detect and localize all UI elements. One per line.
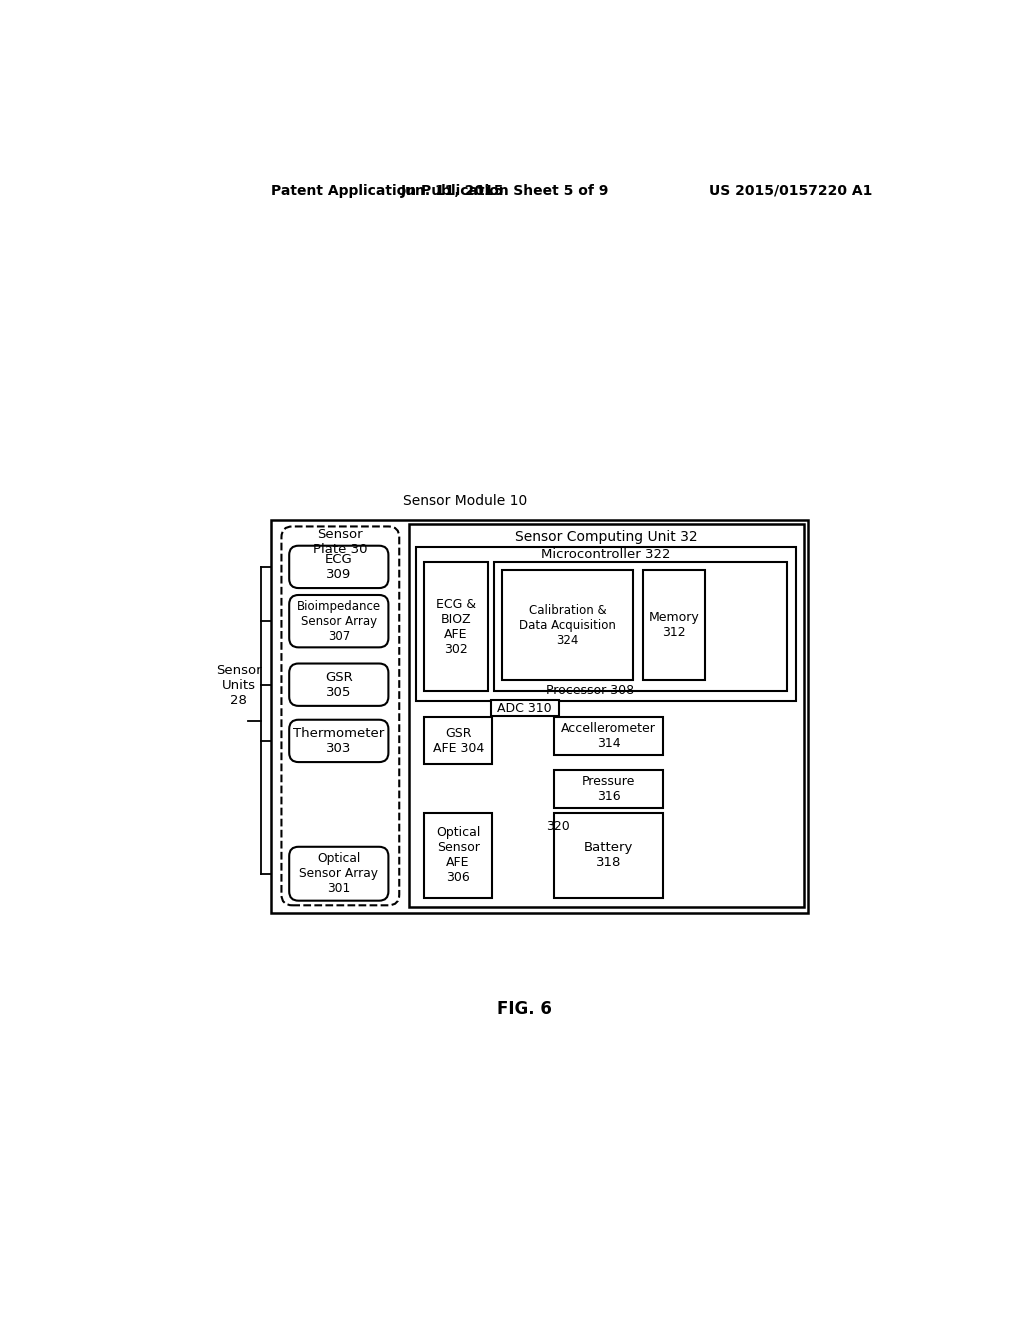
Bar (554, 717, 663, 755)
Text: 320: 320 (547, 820, 570, 833)
Text: Pressure
316: Pressure 316 (582, 775, 635, 803)
Bar (417, 548, 796, 701)
FancyBboxPatch shape (289, 545, 388, 589)
FancyBboxPatch shape (282, 527, 399, 906)
Text: Sensor Computing Unit 32: Sensor Computing Unit 32 (515, 531, 697, 544)
FancyBboxPatch shape (289, 595, 388, 647)
Bar (494, 562, 786, 692)
Bar (554, 813, 663, 898)
Text: Sensor Module 10: Sensor Module 10 (403, 494, 527, 508)
Text: Accellerometer
314: Accellerometer 314 (561, 722, 656, 750)
Text: Microcontroller 322: Microcontroller 322 (542, 548, 671, 561)
Text: Battery
318: Battery 318 (584, 841, 633, 870)
Bar (424, 562, 487, 692)
Text: Sensor
Units
28: Sensor Units 28 (216, 664, 262, 708)
Text: US 2015/0157220 A1: US 2015/0157220 A1 (709, 183, 872, 198)
Text: Jun. 11, 2015  Sheet 5 of 9: Jun. 11, 2015 Sheet 5 of 9 (401, 183, 609, 198)
Text: Calibration &
Data Acquisition
324: Calibration & Data Acquisition 324 (519, 603, 615, 647)
Text: Memory
312: Memory 312 (649, 611, 699, 639)
Text: Patent Application Publication: Patent Application Publication (271, 183, 509, 198)
Bar (271, 520, 808, 913)
Bar (643, 570, 706, 680)
Text: ECG &
BIOZ
AFE
302: ECG & BIOZ AFE 302 (436, 598, 476, 656)
Text: GSR
AFE 304: GSR AFE 304 (432, 726, 483, 755)
Text: Optical
Sensor Array
301: Optical Sensor Array 301 (299, 853, 378, 895)
Text: GSR
305: GSR 305 (325, 671, 352, 700)
Bar (554, 770, 663, 808)
Bar (409, 524, 804, 907)
Bar (424, 718, 493, 763)
Bar (502, 570, 633, 680)
Bar (424, 813, 493, 898)
Text: Bioimpedance
Sensor Array
307: Bioimpedance Sensor Array 307 (297, 599, 381, 643)
Text: Optical
Sensor
AFE
306: Optical Sensor AFE 306 (436, 826, 480, 884)
Text: ADC 310: ADC 310 (498, 702, 552, 714)
FancyBboxPatch shape (289, 664, 388, 706)
Text: FIG. 6: FIG. 6 (498, 1001, 552, 1018)
Text: Sensor
Plate 30: Sensor Plate 30 (313, 528, 368, 556)
FancyBboxPatch shape (289, 719, 388, 762)
Bar (490, 701, 559, 715)
Text: Processor 308: Processor 308 (547, 684, 635, 697)
Text: ECG
309: ECG 309 (325, 553, 352, 581)
Text: Thermometer
303: Thermometer 303 (293, 727, 384, 755)
FancyBboxPatch shape (289, 847, 388, 900)
